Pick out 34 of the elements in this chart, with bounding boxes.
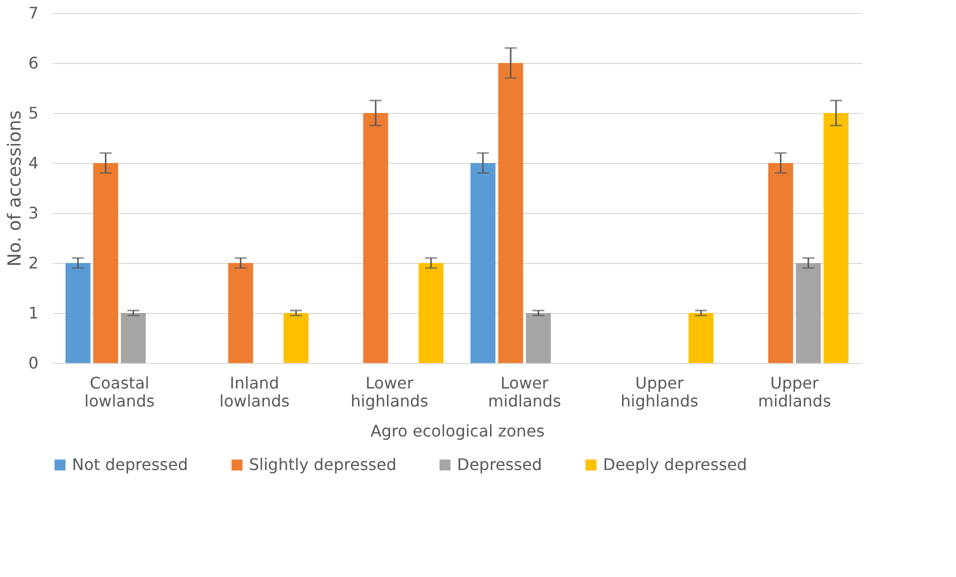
legend-label: Depressed [457,455,542,474]
legend-label: Slightly depressed [249,455,397,474]
x-axis-title: Agro ecological zones [370,422,545,440]
y-tick-label: 5 [28,104,38,122]
bar [470,163,496,363]
legend-label: Deeply depressed [603,455,748,474]
bar [498,63,524,363]
bar [796,263,821,363]
x-tick-label: Upper midlands [758,374,832,410]
y-tick-label: 2 [28,254,38,272]
bar [228,263,254,363]
bar [418,263,444,363]
y-axis-title: No. of accessions [4,110,26,267]
x-tick-label: Coastal lowlands [84,374,155,410]
bar [824,113,848,363]
bar [66,263,90,363]
bar [768,163,794,363]
bar [93,163,118,363]
bar [526,313,551,363]
x-tick-label: Lower midlands [488,374,562,410]
y-tick-label: 0 [28,354,38,372]
y-tick-label: 4 [28,154,38,172]
bar [120,313,146,363]
x-tick-label: Upper highlands [620,374,698,410]
y-tick-label: 1 [28,304,38,322]
x-tick-label: Lower highlands [350,374,428,410]
y-tick-label: 6 [28,54,38,72]
y-tick-label: 7 [28,4,38,22]
bar [284,313,308,363]
legend-label: Not depressed [72,455,188,474]
x-tick-label: Inland lowlands [219,374,290,410]
bar [688,313,714,363]
y-tick-label: 3 [28,204,38,222]
bar [363,113,388,363]
